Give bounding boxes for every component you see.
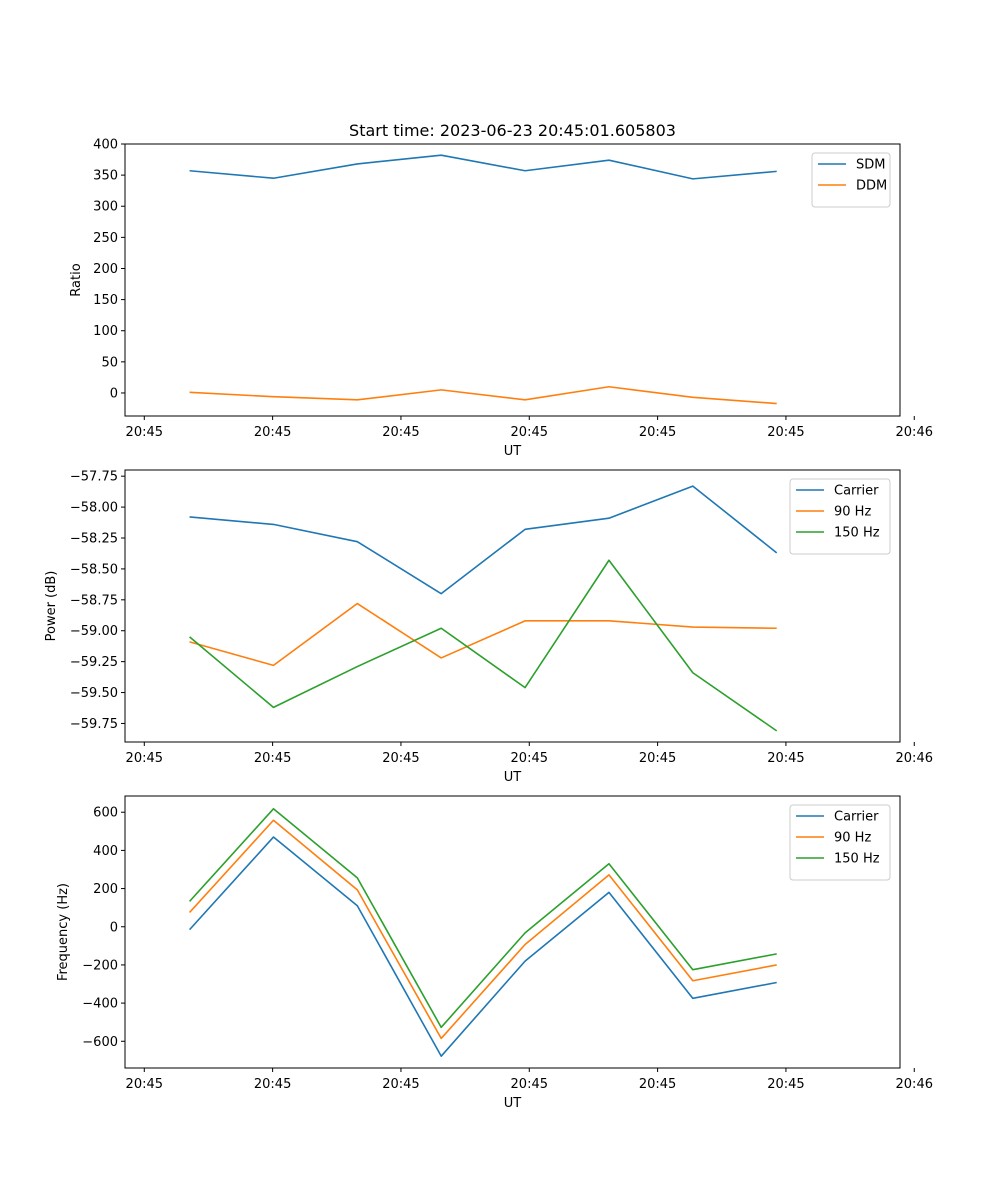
x-tick-label: 20:45 <box>511 1077 548 1092</box>
y-tick-label: −57.75 <box>70 470 118 485</box>
subplot-3: 20:45 20:45 20:45 20:45 20:45 20:45 20:46 −600 −… <box>56 795 933 1111</box>
x-tick-label: 20:45 <box>254 425 291 440</box>
legend-label: SDM <box>856 158 885 173</box>
y-tick-label: 0 <box>110 386 118 401</box>
y-tick-label: 0 <box>110 920 118 935</box>
legend: Carrier 90 Hz 150 Hz <box>789 804 891 881</box>
x-tick-label: 20:45 <box>126 425 163 440</box>
series-group <box>189 485 778 732</box>
legend-label: DDM <box>856 179 887 194</box>
legend-label: Carrier <box>834 810 879 825</box>
y-tick-label: 200 <box>93 262 118 277</box>
legend-box <box>789 804 891 881</box>
legend-label: 150 Hz <box>834 852 880 867</box>
series-line-1 <box>188 836 777 1057</box>
y-tick-label: −58.50 <box>70 562 118 577</box>
y-tick-label: −400 <box>82 997 118 1012</box>
legend: SDM DDM <box>811 152 891 208</box>
x-tick-label: 20:45 <box>382 751 419 766</box>
x-tick-label: 20:45 <box>639 425 676 440</box>
plots-container: 20:45 20:45 20:45 20:45 20:45 20:45 20:46 0 50 10… <box>44 138 933 1112</box>
y-tick-label: 200 <box>93 882 118 897</box>
x-tick-label: 20:45 <box>767 751 804 766</box>
series-line-2 <box>189 602 777 667</box>
series-line-1 <box>189 485 778 595</box>
y-tick-label: 600 <box>93 806 118 821</box>
series-line-2 <box>188 819 777 1040</box>
x-tick-label: 20:45 <box>254 751 291 766</box>
x-tick-label: 20:45 <box>254 1077 291 1092</box>
legend-box <box>789 478 891 555</box>
y-tick-label: −59.50 <box>70 686 118 701</box>
x-tick-label: 20:46 <box>896 1077 933 1092</box>
axes-frame <box>124 143 901 417</box>
x-axis-label: UT <box>504 770 522 785</box>
y-tick-label: 350 <box>93 169 118 184</box>
series-group <box>188 807 777 1057</box>
legend-box <box>811 152 891 208</box>
legend-label: 90 Hz <box>834 505 871 520</box>
series-line-2 <box>189 385 777 405</box>
y-tick-label: 300 <box>93 200 118 215</box>
y-axis-label: Frequency (Hz) <box>56 883 71 981</box>
figure-title: Start time: 2023-06-23 20:45:01.605803 <box>349 121 676 140</box>
y-tick-label: −200 <box>82 958 118 973</box>
y-tick-label: −58.00 <box>70 501 118 516</box>
subplot-1: 20:45 20:45 20:45 20:45 20:45 20:45 20:46 0 50 10… <box>69 138 933 460</box>
x-axis-label: UT <box>504 444 522 459</box>
x-tick-label: 20:45 <box>382 1077 419 1092</box>
y-axis-label: Ratio <box>69 263 84 296</box>
y-tick-label: 250 <box>93 231 118 246</box>
series-line-3 <box>188 807 777 1029</box>
x-tick-label: 20:45 <box>382 425 419 440</box>
series-line-3 <box>189 559 778 732</box>
y-tick-label: −59.25 <box>70 655 118 670</box>
legend-label: 150 Hz <box>834 526 880 541</box>
y-axis-label: Power (dB) <box>44 571 59 642</box>
y-tick-label: 50 <box>101 355 118 370</box>
y-tick-label: −58.75 <box>70 593 118 608</box>
y-tick-label: −59.00 <box>70 624 118 639</box>
y-tick-label: −59.75 <box>70 717 118 732</box>
series-group <box>189 154 777 405</box>
y-tick-label: 100 <box>93 324 118 339</box>
x-tick-label: 20:46 <box>896 425 933 440</box>
y-tick-label: −600 <box>82 1035 118 1050</box>
x-tick-label: 20:45 <box>639 751 676 766</box>
y-tick-label: 400 <box>93 138 118 153</box>
x-tick-label: 20:45 <box>126 751 163 766</box>
y-tick-label: −58.25 <box>70 532 118 547</box>
x-tick-label: 20:46 <box>896 751 933 766</box>
x-tick-label: 20:45 <box>767 1077 804 1092</box>
x-tick-label: 20:45 <box>639 1077 676 1092</box>
axes-frame <box>124 795 901 1069</box>
legend-label: 90 Hz <box>834 831 871 846</box>
subplot-2: 20:45 20:45 20:45 20:45 20:45 20:45 20:46 −59.7… <box>44 469 933 785</box>
legend-label: Carrier <box>834 484 879 499</box>
x-axis-label: UT <box>504 1096 522 1111</box>
axes-frame <box>124 469 901 743</box>
x-tick-label: 20:45 <box>767 425 804 440</box>
series-line-1 <box>189 154 777 180</box>
y-tick-label: 150 <box>93 293 118 308</box>
y-tick-label: 400 <box>93 844 118 859</box>
x-tick-label: 20:45 <box>126 1077 163 1092</box>
legend: Carrier 90 Hz 150 Hz <box>789 478 891 555</box>
x-tick-label: 20:45 <box>511 425 548 440</box>
x-tick-label: 20:45 <box>511 751 548 766</box>
